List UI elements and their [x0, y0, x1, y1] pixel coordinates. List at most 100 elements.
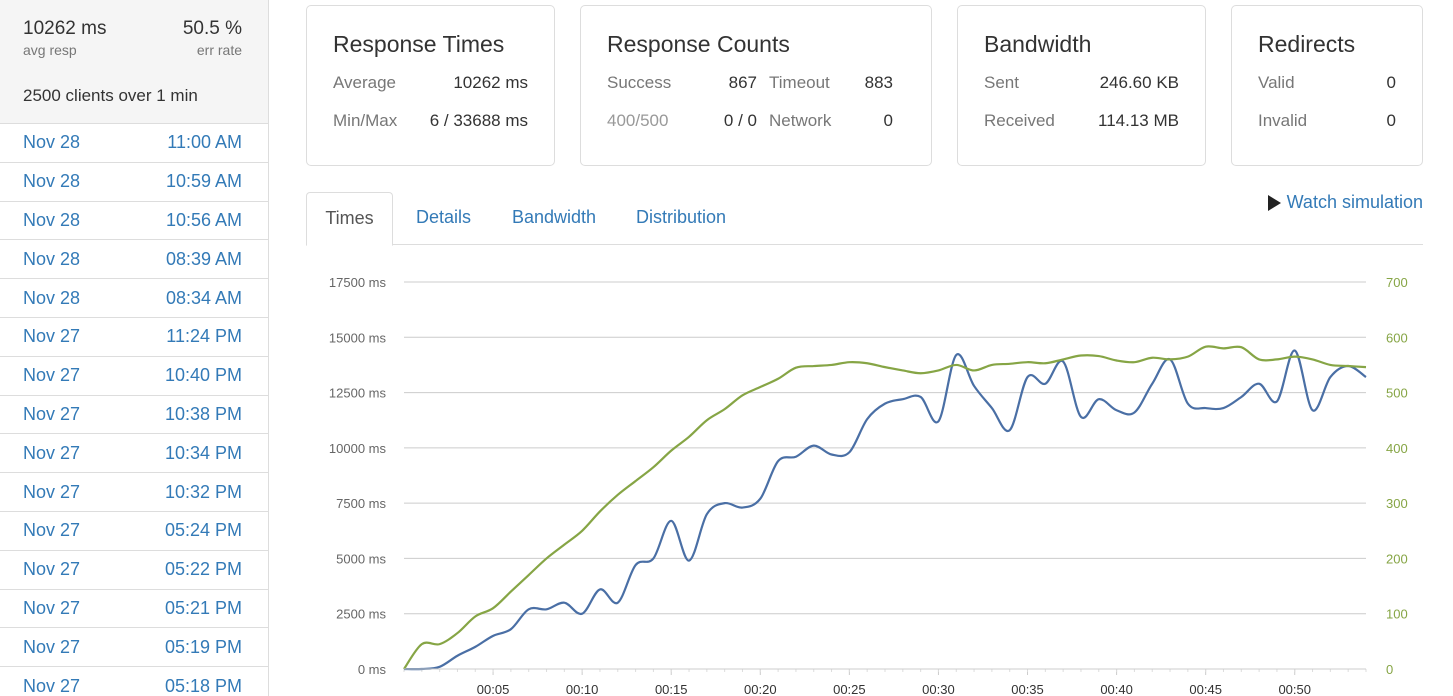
tab-bandwidth[interactable]: Bandwidth	[512, 207, 597, 227]
test-run-item[interactable]: Nov 28 08:34 AM	[0, 279, 268, 318]
test-run-item[interactable]: Nov 27 05:21 PM	[0, 590, 268, 629]
invalid-label: Invalid	[1258, 111, 1308, 130]
test-run-item[interactable]: Nov 27 10:34 PM	[0, 434, 268, 474]
bandwidth-stats: Sent 246.60 KB Received 114.13 MB	[984, 70, 1179, 146]
run-time: 11:00 AM	[167, 132, 242, 153]
run-date: Nov 27	[23, 403, 81, 424]
timeout-label: Timeout	[769, 73, 830, 92]
test-run-item[interactable]: Nov 27 05:18 PM	[0, 667, 268, 696]
valid-label: Valid	[1258, 73, 1295, 92]
x-tick-label: 00:45	[1189, 682, 1222, 696]
chart-tabs: Times Details Bandwidth Distribution	[306, 192, 1423, 246]
test-run-item[interactable]: Nov 27 10:32 PM	[0, 473, 268, 512]
summary-row: 10262 ms avg resp 50.5 % err rate	[23, 17, 242, 59]
clients-summary: 2500 clients over 1 min	[23, 86, 198, 105]
y-tick-label-right: 600	[1386, 330, 1408, 345]
run-time: 11:24 PM	[166, 326, 242, 347]
test-run-item[interactable]: Nov 27 05:24 PM	[0, 512, 268, 551]
y-tick-label-right: 400	[1386, 441, 1408, 456]
redirects-panel: Redirects Valid 0 Invalid 0	[1231, 5, 1423, 166]
watch-simulation-link[interactable]: Watch simulation	[1267, 192, 1423, 213]
run-time: 08:34 AM	[165, 287, 242, 308]
success-label: Success	[607, 73, 672, 92]
y-tick-label-left: 0 ms	[358, 662, 387, 677]
run-time: 05:18 PM	[164, 675, 242, 696]
test-run-item[interactable]: Nov 28 11:00 AM	[0, 124, 268, 163]
test-run-item[interactable]: Nov 27 10:38 PM	[0, 396, 268, 435]
invalid-value: 0	[1386, 111, 1396, 130]
watch-simulation-label: Watch simulation	[1286, 192, 1423, 212]
response-counts-panel: Response Counts Success 867 Timeout 883 …	[580, 5, 932, 166]
run-time: 05:24 PM	[164, 520, 242, 541]
minmax-label: Min/Max	[333, 111, 398, 130]
test-run-item[interactable]: Nov 28 08:39 AM	[0, 240, 268, 280]
run-date: Nov 27	[23, 675, 81, 696]
x-tick-label: 00:40	[1100, 682, 1133, 696]
y-tick-label-left: 2500 ms	[336, 607, 386, 622]
avg-resp-block: 10262 ms avg resp	[23, 17, 106, 59]
tab-times[interactable]: Times	[306, 192, 393, 246]
x-tick-label: 00:35	[1011, 682, 1044, 696]
x-tick-label: 00:05	[477, 682, 510, 696]
valid-value: 0	[1386, 73, 1396, 92]
run-date: Nov 28	[23, 132, 81, 153]
err-rate-label: err rate	[196, 42, 242, 58]
err-rate-value: 50.5 %	[182, 18, 242, 39]
redirects-stats: Valid 0 Invalid 0	[1258, 70, 1396, 146]
y-tick-label-left: 17500 ms	[329, 275, 387, 290]
response-times-panel: Response Times Average 10262 ms Min/Max …	[306, 5, 555, 166]
test-run-item[interactable]: Nov 28 10:59 AM	[0, 163, 268, 202]
run-date: Nov 27	[23, 442, 81, 463]
test-run-item[interactable]: Nov 27 10:40 PM	[0, 357, 268, 396]
y-tick-label-left: 7500 ms	[336, 496, 386, 511]
sent-label: Sent	[984, 73, 1019, 92]
x-tick-label: 00:15	[655, 682, 688, 696]
run-time: 10:38 PM	[164, 403, 242, 424]
y-tick-label-right: 100	[1386, 607, 1408, 622]
received-value: 114.13 MB	[1098, 111, 1179, 130]
y-tick-label-left: 5000 ms	[336, 551, 386, 566]
y-tick-label-right: 700	[1386, 275, 1408, 290]
series-line-right	[403, 345, 1367, 670]
test-run-list: Nov 28 11:00 AM Nov 28 10:59 AM Nov 28 10:56 …	[0, 124, 268, 696]
bandwidth-panel: Bandwidth Sent 246.60 KB Received 114.13…	[957, 5, 1206, 166]
run-date: Nov 28	[23, 209, 81, 230]
run-date: Nov 28	[23, 248, 81, 269]
y-tick-label-left: 12500 ms	[329, 386, 387, 401]
x-tick-label: 00:10	[566, 682, 599, 696]
run-time: 10:59 AM	[165, 171, 242, 192]
panel-title: Redirects	[1258, 31, 1356, 57]
run-date: Nov 27	[23, 597, 81, 618]
test-run-item[interactable]: Nov 27 05:22 PM	[0, 551, 268, 590]
timeout-value: 883	[864, 73, 893, 92]
sent-value: 246.60 KB	[1099, 73, 1179, 92]
panel-title: Response Counts	[607, 31, 790, 57]
run-date: Nov 28	[23, 287, 81, 308]
received-label: Received	[984, 111, 1055, 130]
run-date: Nov 28	[23, 171, 81, 192]
panel-title: Response Times	[333, 31, 505, 57]
y-tick-label-right: 0	[1386, 662, 1393, 677]
minmax-value: 6 / 33688 ms	[429, 111, 528, 130]
test-run-item[interactable]: Nov 28 10:56 AM	[0, 202, 268, 241]
run-date: Nov 27	[23, 326, 81, 347]
test-run-item[interactable]: Nov 27 05:19 PM	[0, 628, 268, 668]
run-date: Nov 27	[23, 365, 81, 386]
average-label: Average	[333, 73, 397, 92]
series-line-left	[403, 349, 1367, 671]
run-time: 10:32 PM	[164, 481, 242, 502]
play-icon	[1267, 194, 1281, 211]
test-run-item[interactable]: Nov 27 11:24 PM	[0, 318, 268, 357]
panel-title: Bandwidth	[984, 31, 1092, 57]
tab-details[interactable]: Details	[416, 207, 472, 227]
run-date: Nov 27	[23, 636, 81, 657]
y-tick-label-left: 10000 ms	[329, 441, 387, 456]
run-time: 10:40 PM	[164, 365, 242, 386]
run-date: Nov 27	[23, 520, 81, 541]
y-tick-label-right: 300	[1386, 496, 1408, 511]
run-date: Nov 27	[23, 481, 81, 502]
avg-resp-value: 10262 ms	[23, 18, 107, 39]
tab-distribution[interactable]: Distribution	[636, 207, 727, 227]
summary-panel: 10262 ms avg resp 50.5 % err rate 2500 c…	[0, 0, 268, 124]
network-value: 0	[883, 111, 893, 130]
